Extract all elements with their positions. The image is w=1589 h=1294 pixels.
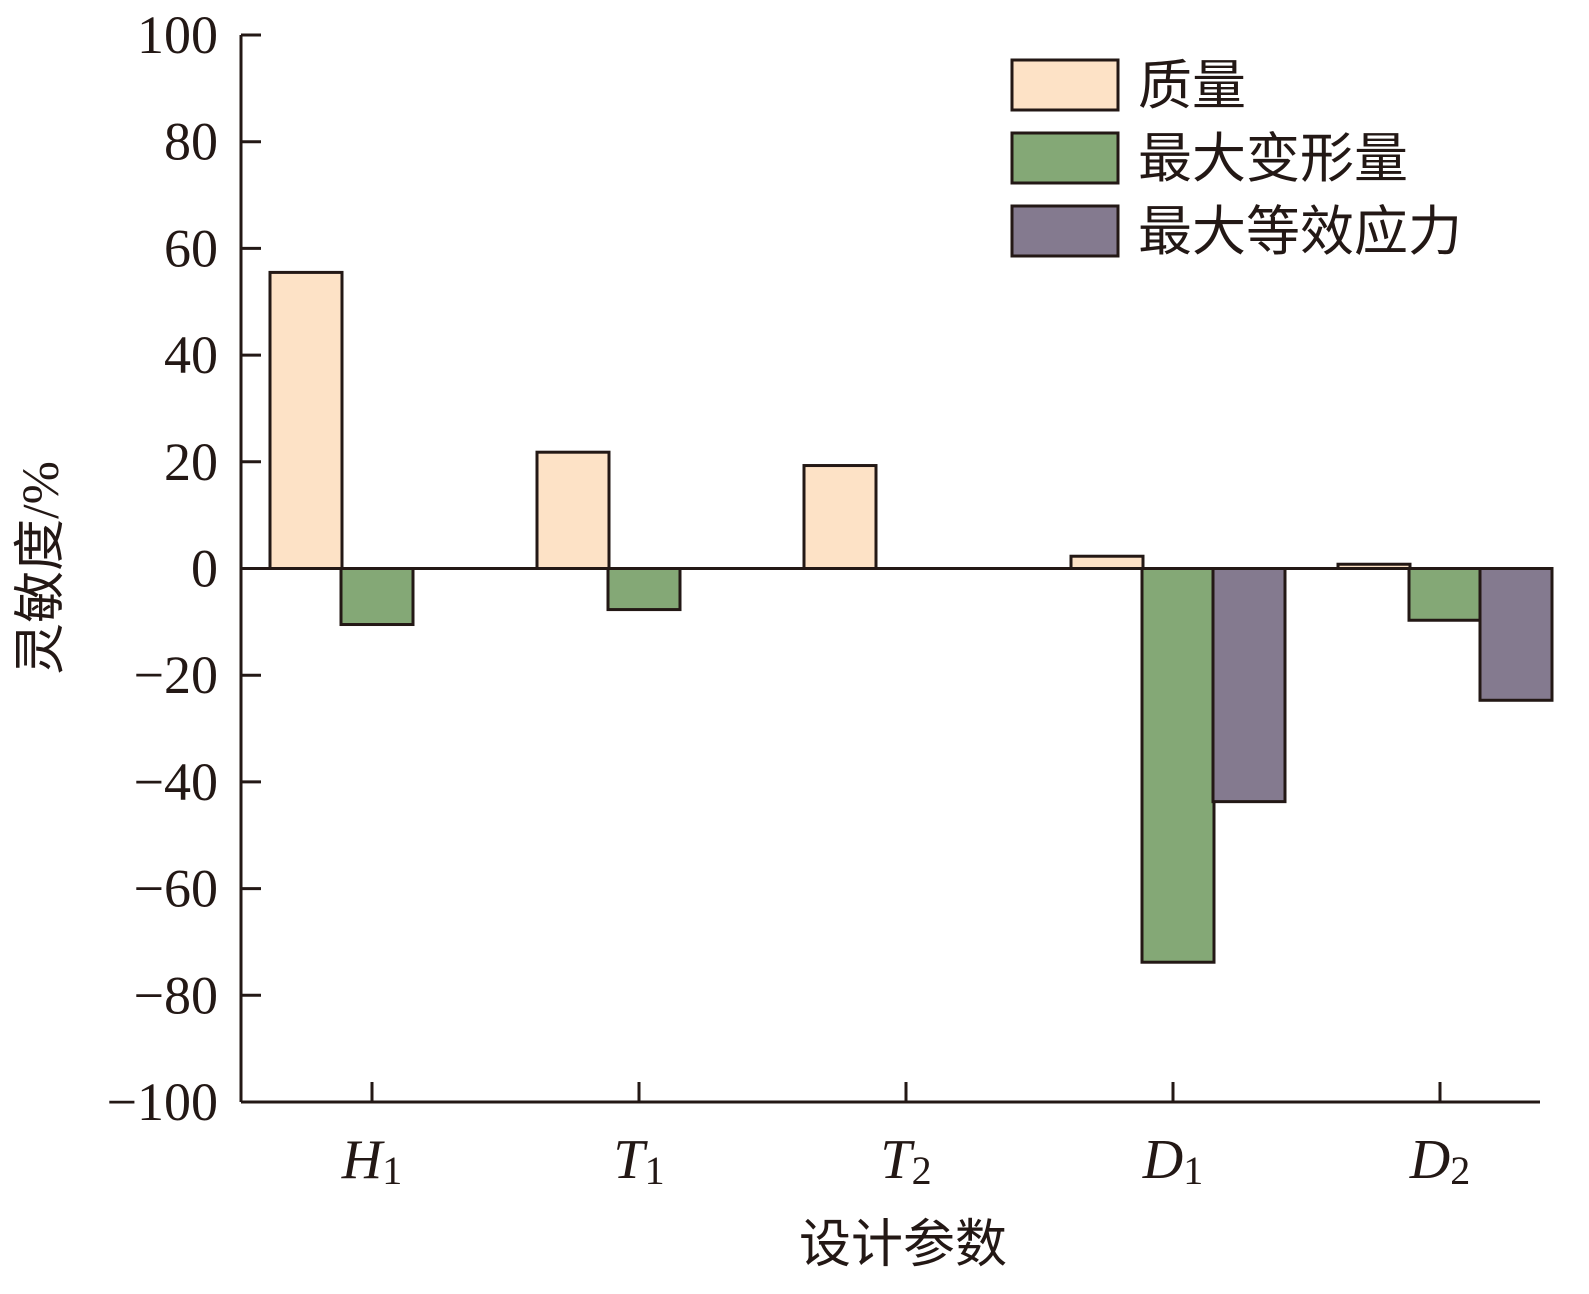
axes-layer [239,35,1540,1104]
bar-t1-series-1 [535,450,611,570]
bar-d1-series-1 [1069,554,1145,570]
bar-d1-series-3 [1211,567,1287,804]
legend-label-2: 最大变形量 [1138,129,1408,189]
x-tick-label-subscript: 1 [1183,1148,1203,1193]
x-tick-label: D2 [1409,1129,1470,1193]
y-tick-label: 60 [164,218,218,278]
y-tick-label: 100 [137,5,218,65]
x-tick-label: T1 [613,1129,664,1193]
x-tick-label-main: D [1142,1129,1183,1191]
x-tick-label-main: H [341,1129,385,1191]
bar-d2-series-2 [1407,567,1483,622]
y-axis-label: 灵敏度/% [13,461,70,675]
bar-t1-series-2 [606,567,682,612]
y-tick-label: 40 [164,325,218,385]
x-tick-label: H1 [341,1129,402,1193]
y-tick-label: −60 [134,859,218,919]
bar-d2-series-3 [1478,567,1554,702]
x-tick-label: D1 [1142,1129,1203,1193]
legend-label-3: 最大等效应力 [1138,202,1462,262]
x-tick-label-main: T [880,1129,915,1191]
y-tick-label: 80 [164,112,218,172]
y-tick-label: 0 [191,539,218,599]
bar-h1-series-2 [339,567,415,627]
x-tick-label-main: T [613,1129,648,1191]
legend-swatch-3 [1010,204,1120,258]
bar-d1-series-2 [1140,567,1216,964]
y-tick-label: −40 [134,752,218,812]
legend-swatch-1 [1010,58,1120,112]
bar-h1-series-1 [268,270,344,570]
x-tick-label-subscript: 1 [645,1148,665,1193]
x-tick-label: T2 [880,1129,931,1193]
legend-swatch-2 [1010,131,1120,185]
legend-label-1: 质量 [1138,56,1246,116]
bars-layer [268,270,1554,964]
x-tick-label-subscript: 2 [1450,1148,1470,1193]
x-tick-label-subscript: 2 [912,1148,932,1193]
y-tick-label: −100 [107,1072,218,1132]
x-axis-label: 设计参数 [799,1217,1007,1274]
y-tick-label: −20 [134,645,218,705]
x-tick-label-subscript: 1 [382,1148,402,1193]
bar-t2-series-1 [802,464,878,570]
y-tick-label: −80 [134,965,218,1025]
x-tick-label-main: D [1409,1129,1450,1191]
y-tick-label: 20 [164,432,218,492]
